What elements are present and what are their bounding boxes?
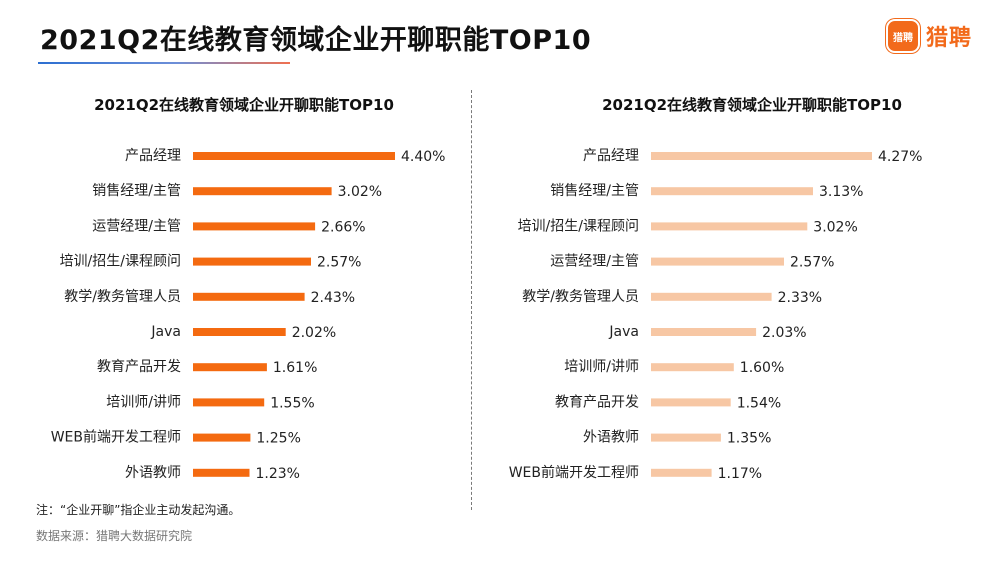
bar — [193, 292, 305, 301]
page-title: 2021Q2在线教育领域企业开聊职能TOP10 — [40, 25, 592, 56]
value-label: 2.03% — [762, 325, 806, 341]
category-label: 教学/教务管理人员 — [522, 289, 639, 305]
category-label: 销售经理/主管 — [550, 183, 639, 199]
bar — [651, 152, 872, 160]
value-label: 2.66% — [321, 219, 365, 235]
value-label: 2.57% — [317, 255, 361, 271]
category-label: 外语教师 — [583, 430, 639, 446]
logo: 猎聘 猎聘 — [886, 18, 972, 54]
bar — [651, 433, 721, 442]
logo-icon: 猎聘 — [886, 19, 920, 53]
bar — [651, 363, 734, 372]
category-label: 培训师/讲师 — [564, 359, 639, 375]
category-label: 运营经理/主管 — [550, 254, 639, 270]
value-label: 2.02% — [292, 325, 336, 341]
bar — [193, 222, 316, 231]
category-label: Java — [608, 324, 639, 340]
category-label: 培训师/讲师 — [106, 394, 181, 410]
title-underline — [38, 62, 290, 64]
value-label: 1.25% — [256, 431, 300, 447]
category-label: 教学/教务管理人员 — [64, 289, 181, 305]
value-label: 1.35% — [727, 431, 771, 447]
value-label: 3.02% — [813, 219, 857, 235]
bar — [193, 468, 250, 477]
value-label: 2.43% — [311, 290, 355, 306]
value-label: 1.60% — [740, 360, 784, 376]
bar — [651, 222, 808, 231]
value-label: 1.23% — [256, 466, 300, 482]
value-label: 1.54% — [737, 395, 781, 411]
category-label: 外语教师 — [125, 465, 181, 481]
category-label: 运营经理/主管 — [92, 218, 181, 234]
bar — [651, 328, 757, 336]
value-label: 1.55% — [270, 395, 314, 411]
bar — [193, 328, 286, 336]
category-label: 教育产品开发 — [97, 359, 181, 375]
category-label: 产品经理 — [583, 148, 639, 164]
value-label: 3.02% — [338, 184, 382, 200]
category-label: 产品经理 — [125, 148, 181, 164]
footnote: 注：“企业开聊”指企业主动发起沟通。 — [36, 503, 241, 517]
bar — [651, 468, 712, 477]
category-label: WEB前端开发工程师 — [509, 464, 639, 481]
chart-title: 2021Q2在线教育领域企业开聊职能TOP10 — [602, 96, 902, 114]
category-label: 培训/招生/课程顾问 — [518, 218, 639, 234]
data-source: 数据来源：猎聘大数据研究院 — [36, 529, 193, 543]
value-label: 1.61% — [273, 360, 317, 376]
value-label: 3.13% — [819, 184, 863, 200]
category-label: 教育产品开发 — [555, 394, 639, 410]
value-label: 4.40% — [401, 149, 445, 165]
category-label: 培训/招生/课程顾问 — [60, 254, 181, 270]
bar — [651, 187, 813, 196]
bar-chart-1: 2021Q2在线教育领域企业开聊职能TOP10 产品经理 4.40% 销售经理/主管 3… — [51, 96, 446, 482]
chart-divider — [471, 90, 472, 510]
bar — [193, 187, 332, 196]
category-label: 销售经理/主管 — [92, 183, 181, 199]
value-label: 2.33% — [778, 290, 822, 306]
bar — [193, 433, 251, 442]
bar — [651, 257, 784, 266]
category-label: Java — [150, 324, 181, 340]
value-label: 1.17% — [718, 466, 762, 482]
bar — [193, 257, 311, 266]
bar — [193, 363, 267, 372]
bar — [193, 152, 395, 160]
bar — [651, 398, 731, 407]
chart-title: 2021Q2在线教育领域企业开聊职能TOP10 — [94, 96, 394, 114]
logo-text: 猎聘 — [926, 26, 973, 51]
bar-chart-2: 2021Q2在线教育领域企业开聊职能TOP10 产品经理 4.27% 销售经理/主管 3… — [509, 96, 923, 482]
value-label: 2.57% — [790, 255, 834, 271]
value-label: 4.27% — [878, 149, 922, 165]
bar — [193, 398, 265, 407]
category-label: WEB前端开发工程师 — [51, 429, 181, 446]
bar — [651, 292, 772, 301]
